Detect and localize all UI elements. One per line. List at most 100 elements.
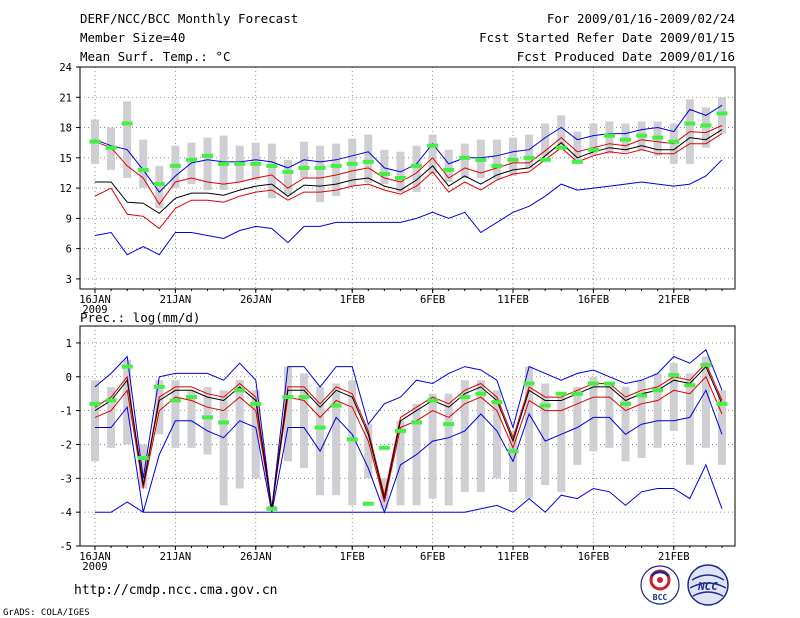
observed-marker bbox=[427, 143, 439, 148]
min-line bbox=[95, 389, 723, 514]
spread-box bbox=[718, 97, 726, 134]
spread-box bbox=[380, 149, 389, 185]
observed-marker bbox=[668, 373, 680, 378]
x-tick-label: 6FEB bbox=[420, 294, 445, 306]
spread-box bbox=[316, 386, 325, 496]
spread-box bbox=[589, 123, 598, 156]
observed-marker bbox=[716, 401, 728, 406]
spread-box bbox=[573, 131, 582, 160]
spread-box bbox=[428, 134, 437, 174]
q3-line bbox=[94, 362, 723, 509]
y-tick-label: 21 bbox=[59, 92, 72, 104]
spread-box bbox=[589, 376, 598, 452]
header-period: For 2009/01/16-2009/02/24 bbox=[547, 11, 735, 26]
observed-marker bbox=[218, 161, 230, 166]
q3-line bbox=[94, 125, 723, 206]
observed-marker bbox=[475, 391, 487, 396]
observed-marker bbox=[202, 415, 214, 420]
y-tick-label: 0 bbox=[66, 372, 72, 384]
y-tick-label: 18 bbox=[59, 123, 72, 135]
x-tick-label: 26JAN bbox=[240, 294, 272, 306]
spread-box bbox=[332, 383, 341, 496]
x-tick-sublabel: 2009 bbox=[82, 304, 107, 316]
spread-box bbox=[187, 390, 196, 448]
observed-marker bbox=[298, 395, 310, 400]
observed-marker bbox=[282, 395, 294, 400]
precip-title: Prec.: log(mm/d) bbox=[80, 310, 200, 325]
spread-box bbox=[492, 390, 501, 479]
x-tick-label: 21JAN bbox=[160, 294, 192, 306]
median-line bbox=[95, 129, 723, 214]
observed-marker bbox=[684, 121, 696, 126]
header-start-date: Fcst Started Refer Date 2009/01/15 bbox=[479, 30, 735, 45]
observed-marker bbox=[218, 420, 230, 425]
y-tick-label: 24 bbox=[59, 62, 72, 74]
spread-box bbox=[139, 139, 148, 189]
spread-box bbox=[316, 145, 325, 203]
observed-marker bbox=[716, 111, 728, 116]
source-url[interactable]: http://cmdp.ncc.cma.gov.cn bbox=[74, 583, 278, 598]
observed-marker bbox=[346, 437, 358, 442]
observed-marker bbox=[603, 381, 615, 386]
floor-line bbox=[95, 463, 723, 513]
x-tick-sublabel: 2009 bbox=[82, 561, 107, 573]
observed-marker bbox=[378, 445, 390, 450]
ncc-logo-text: NCC bbox=[697, 580, 718, 593]
spread-box bbox=[251, 390, 260, 479]
spread-box bbox=[557, 115, 566, 148]
spread-box bbox=[444, 393, 453, 506]
observed-marker bbox=[684, 383, 696, 388]
y-tick-label: -4 bbox=[59, 507, 72, 519]
observed-marker bbox=[539, 157, 551, 162]
spread-box bbox=[718, 390, 726, 465]
spread-box bbox=[267, 143, 276, 199]
spread-box bbox=[444, 149, 453, 183]
spread-box bbox=[283, 159, 292, 195]
x-tick-label: 11FEB bbox=[497, 551, 529, 563]
header-title: DERF/NCC/BCC Monthly Forecast bbox=[80, 11, 298, 26]
precipitation-frame bbox=[79, 325, 736, 547]
observed-marker bbox=[555, 145, 567, 150]
observed-marker bbox=[185, 157, 197, 162]
spread-box bbox=[364, 134, 373, 184]
spread-box bbox=[300, 373, 308, 469]
observed-marker bbox=[330, 403, 342, 408]
observed-marker bbox=[185, 395, 197, 400]
observed-marker bbox=[523, 155, 535, 160]
observed-marker bbox=[443, 167, 455, 172]
observed-marker bbox=[700, 362, 712, 367]
observed-marker bbox=[507, 449, 519, 454]
header-variable: Mean Surf. Temp.: °C bbox=[80, 49, 231, 64]
observed-marker bbox=[459, 395, 471, 400]
observed-marker bbox=[636, 393, 648, 398]
observed-marker bbox=[314, 165, 326, 170]
spread-box bbox=[557, 397, 566, 492]
observed-marker bbox=[411, 163, 423, 168]
spread-box bbox=[637, 380, 646, 458]
y-tick-label: -3 bbox=[59, 473, 72, 485]
observed-marker bbox=[555, 391, 567, 396]
x-tick-label: 1FEB bbox=[340, 551, 365, 563]
header-produced-date: Fcst Produced Date 2009/01/16 bbox=[517, 49, 735, 64]
x-tick-label: 16FEB bbox=[578, 551, 610, 563]
x-tick-label: 11FEB bbox=[497, 294, 529, 306]
spread-box bbox=[621, 123, 630, 152]
spread-box bbox=[460, 380, 469, 492]
max-line bbox=[94, 104, 723, 193]
observed-marker bbox=[89, 139, 101, 144]
observed-marker bbox=[668, 139, 680, 144]
spread-box bbox=[669, 363, 678, 431]
spread-box bbox=[621, 386, 630, 462]
observed-marker bbox=[153, 182, 165, 187]
spread-box bbox=[701, 356, 710, 448]
observed-marker bbox=[282, 169, 294, 174]
observed-marker bbox=[652, 135, 664, 140]
observed-marker bbox=[137, 167, 149, 172]
spread-box bbox=[219, 390, 228, 506]
observed-marker bbox=[459, 155, 471, 160]
y-tick-label: 6 bbox=[66, 244, 72, 256]
spread-box bbox=[685, 373, 694, 465]
spread-box bbox=[203, 137, 212, 191]
observed-marker bbox=[362, 501, 374, 506]
